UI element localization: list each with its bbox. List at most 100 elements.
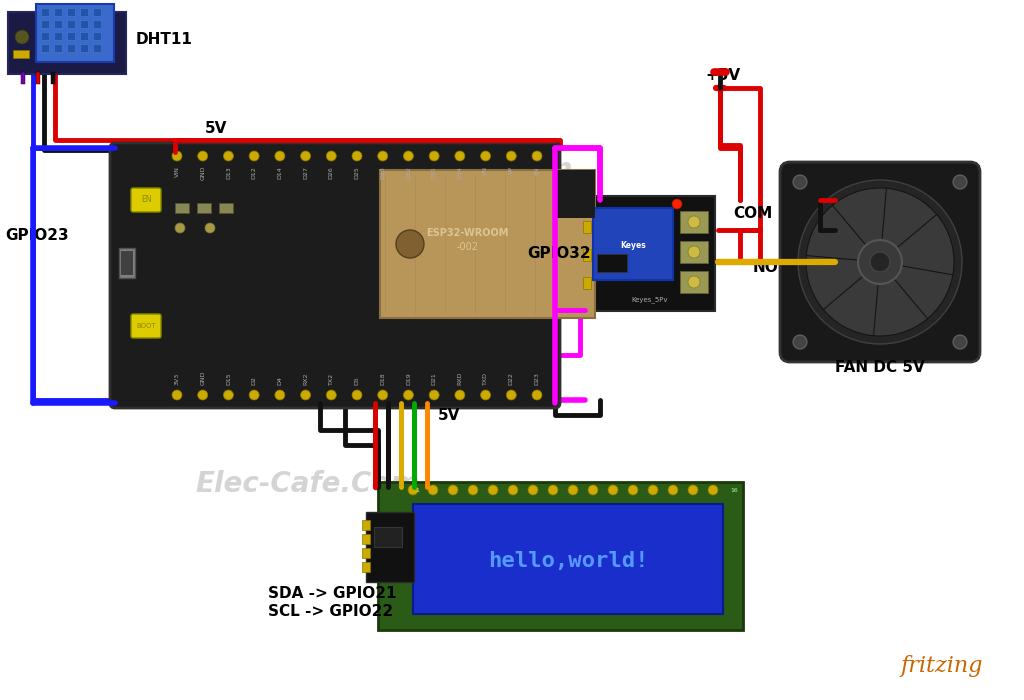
Circle shape — [352, 390, 362, 400]
Text: D23: D23 — [535, 372, 540, 385]
Bar — [119, 248, 135, 278]
Bar — [41, 20, 49, 28]
Wedge shape — [867, 262, 928, 336]
Circle shape — [403, 151, 414, 161]
Circle shape — [858, 240, 902, 284]
Bar — [80, 8, 88, 16]
Text: GPIO23: GPIO23 — [5, 228, 69, 242]
Wedge shape — [880, 188, 941, 262]
Circle shape — [449, 485, 458, 495]
Bar — [585, 196, 715, 311]
Bar — [67, 32, 75, 40]
Text: EN: EN — [535, 166, 540, 174]
Circle shape — [274, 390, 285, 400]
Circle shape — [708, 485, 718, 495]
Text: 1: 1 — [415, 488, 419, 493]
Circle shape — [480, 151, 490, 161]
Text: D19: D19 — [406, 372, 411, 385]
Bar — [54, 20, 62, 28]
Circle shape — [327, 390, 336, 400]
Text: SCL -> GPIO22: SCL -> GPIO22 — [268, 604, 393, 619]
Bar — [51, 72, 55, 84]
Text: DHT11: DHT11 — [136, 32, 193, 48]
Text: RXD: RXD — [458, 372, 463, 385]
Text: D12: D12 — [252, 166, 257, 179]
Text: D2: D2 — [252, 376, 257, 385]
Circle shape — [249, 151, 259, 161]
Circle shape — [274, 151, 285, 161]
Text: VN: VN — [483, 166, 488, 175]
Bar — [597, 254, 627, 272]
Bar — [583, 277, 591, 289]
Circle shape — [198, 151, 208, 161]
FancyBboxPatch shape — [131, 314, 161, 338]
Text: GPIO32: GPIO32 — [527, 246, 591, 261]
Bar — [93, 20, 101, 28]
Text: COM: COM — [733, 206, 772, 221]
Text: BOOT: BOOT — [136, 323, 156, 329]
Circle shape — [301, 151, 310, 161]
Text: Keyes_5Pv: Keyes_5Pv — [632, 296, 669, 302]
Bar — [362, 534, 370, 544]
Circle shape — [488, 485, 498, 495]
Circle shape — [175, 223, 185, 233]
Text: NO: NO — [753, 260, 778, 275]
Circle shape — [588, 485, 598, 495]
Circle shape — [352, 151, 362, 161]
Bar — [22, 72, 25, 84]
Circle shape — [688, 216, 700, 228]
Circle shape — [15, 30, 29, 44]
Text: D34: D34 — [458, 166, 463, 179]
Bar — [378, 482, 743, 630]
Circle shape — [688, 485, 698, 495]
Bar — [413, 504, 723, 614]
Text: 3V3: 3V3 — [174, 372, 179, 385]
Circle shape — [532, 390, 542, 400]
Text: +5V: +5V — [705, 68, 740, 83]
Text: VIN: VIN — [174, 166, 179, 177]
Circle shape — [198, 390, 208, 400]
Bar — [362, 562, 370, 572]
Text: D18: D18 — [380, 372, 385, 385]
Bar — [362, 520, 370, 530]
Circle shape — [172, 390, 182, 400]
Text: 5V: 5V — [205, 121, 227, 136]
Text: D26: D26 — [329, 166, 334, 179]
Wedge shape — [806, 249, 880, 309]
Bar — [80, 44, 88, 52]
Bar — [67, 8, 75, 16]
Bar — [13, 50, 29, 58]
Text: -002: -002 — [457, 242, 478, 252]
Circle shape — [953, 335, 967, 349]
Bar — [54, 8, 62, 16]
Bar — [54, 44, 62, 52]
Bar — [380, 170, 595, 318]
Bar — [80, 32, 88, 40]
Bar — [374, 527, 402, 547]
Wedge shape — [806, 202, 880, 262]
Bar — [583, 249, 591, 261]
Bar — [67, 44, 75, 52]
Wedge shape — [880, 262, 953, 323]
Circle shape — [455, 151, 465, 161]
Circle shape — [205, 223, 215, 233]
Text: D35: D35 — [432, 166, 436, 179]
Circle shape — [223, 390, 233, 400]
Circle shape — [688, 246, 700, 258]
Bar — [197, 203, 211, 213]
Circle shape — [648, 485, 658, 495]
Text: hello,world!: hello,world! — [488, 551, 649, 571]
Text: TX2: TX2 — [329, 373, 334, 385]
Text: D15: D15 — [226, 372, 231, 385]
Circle shape — [403, 390, 414, 400]
Circle shape — [870, 252, 890, 272]
Bar — [121, 251, 133, 275]
Bar — [593, 208, 673, 280]
Circle shape — [798, 180, 962, 344]
Text: D25: D25 — [354, 166, 359, 179]
Circle shape — [506, 390, 516, 400]
Circle shape — [688, 276, 700, 288]
Circle shape — [506, 151, 516, 161]
Bar — [67, 20, 75, 28]
Bar — [41, 8, 49, 16]
